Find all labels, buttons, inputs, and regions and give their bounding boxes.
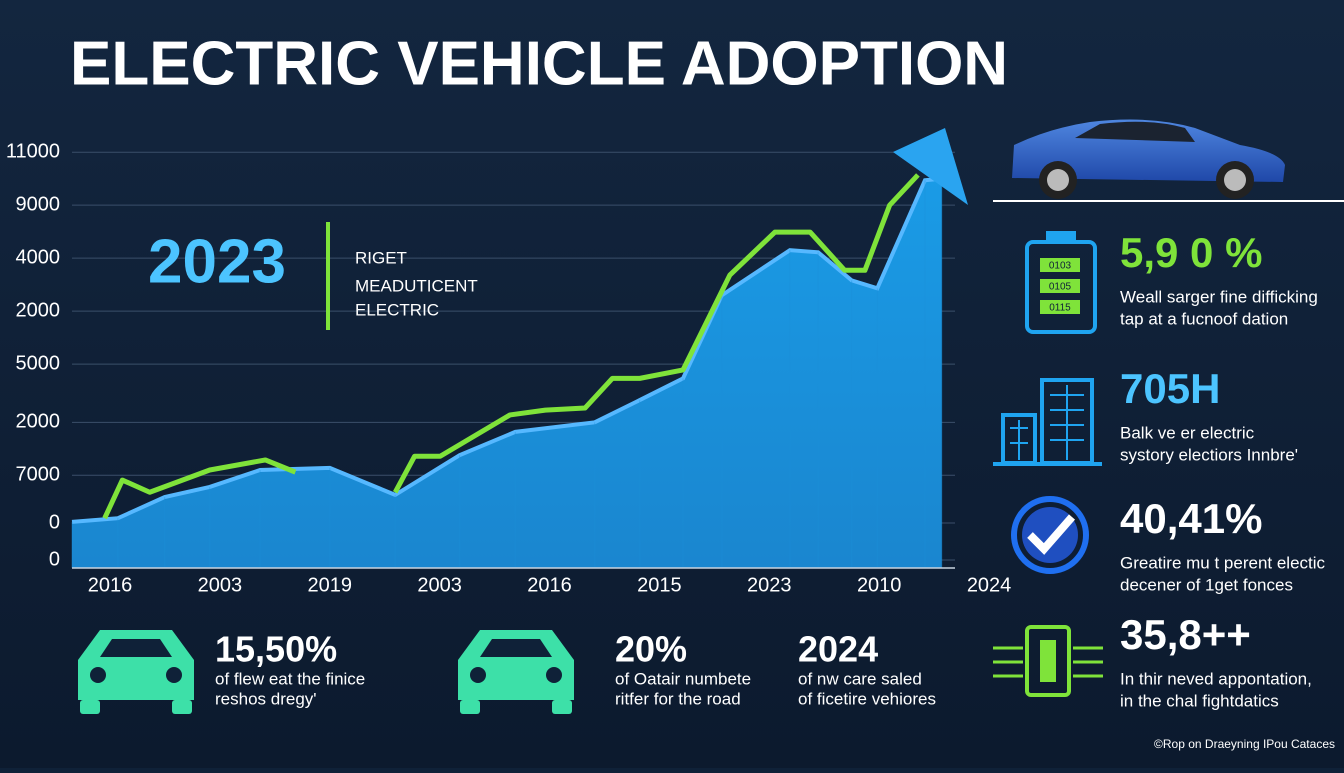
plot [71,173,943,568]
footer: ©Rop on Draeyning IPou Cataces [1154,737,1335,751]
x-tick-label: 2023 [747,574,792,596]
area-edge [71,176,942,524]
y-tick-label: 7000 [16,464,61,486]
callout-line: MEADUTICENT [355,276,478,295]
stat-text: ritfer for the road [615,689,741,708]
battery-icon [1025,231,1097,334]
x-tick-label: 2010 [857,574,902,596]
stat-text: of flew eat the finice [215,669,365,688]
stat-value: 20% [615,629,687,670]
battery-cells [1040,258,1080,314]
stat-text: In thir neved appontation, [1120,669,1312,688]
callout-year: 2023 [148,227,286,296]
check-icon [1011,496,1089,574]
stat-value: 15,50% [215,629,337,670]
car-image [1012,119,1285,199]
stat-text: Weall sarger fine difficking [1120,287,1318,306]
y-tick-label: 11000 [6,140,60,162]
stat-value: 40,41% [1120,495,1262,542]
x-tick-label: 2015 [637,574,682,596]
y-tick-label: 9000 [16,193,61,215]
y-tick-label: 2000 [16,299,61,321]
stat-value: 705H [1120,365,1220,412]
line [102,457,297,520]
stat-text: tap at a fucnoof dation [1120,309,1288,328]
y-tick-label: 2000 [16,411,61,433]
stat-text: of nw care saled [798,669,922,688]
y-tick-label: 4000 [16,246,61,268]
y-tick-label: 5000 [16,352,61,374]
trend-arrow [893,128,968,205]
building-icon [993,378,1102,466]
stat-text: of Oatair numbete [615,669,751,688]
stat-text: of ficetire vehiores [798,689,936,708]
y-tick-label: 0 [49,511,60,533]
charger-icon [993,625,1103,697]
cell-label: 0105 [1049,282,1072,293]
callout-line: ELECTRIC [355,300,439,319]
callout-divider [326,222,330,330]
side-stats: 5,9 0 % Weall sarger fine difficking tap a… [1120,229,1326,710]
title: ELECTRIC VEHICLE ADOPTION [70,29,1008,98]
stat-text: systory electiors Innbre' [1120,445,1298,464]
car-icon [78,630,194,714]
car-icon [458,630,574,714]
stat-text: decener of 1get fonces [1120,575,1293,594]
stat-value: 35,8++ [1120,611,1251,658]
x-tick-label: 2003 [198,574,243,596]
stat-text: Greatire mu t perent electic [1120,553,1326,572]
cell-label: 0115 [1049,303,1071,314]
stat-value: 2024 [798,629,878,670]
line [392,173,920,494]
stat-text: in the chal fightdatics [1120,691,1279,710]
y-tick-label: 0 [49,548,60,570]
cell-label: 0103 [1049,261,1072,272]
x-tick-label: 2024 [967,574,1012,596]
stat-value: 5,9 0 % [1120,229,1262,276]
x-tick-label: 2016 [527,574,572,596]
callout-line: RIGET [355,248,407,267]
stat-text: Balk ve er electric [1120,423,1255,442]
x-tick-label: 2016 [88,574,133,596]
stat-text: reshos dregy' [215,689,317,708]
x-tick-label: 2019 [308,574,353,596]
x-tick-label: 2003 [417,574,462,596]
